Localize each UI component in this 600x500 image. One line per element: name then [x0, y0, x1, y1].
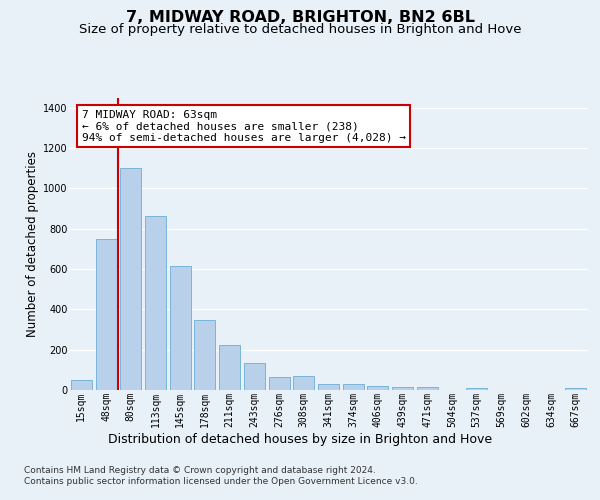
Bar — [293, 376, 314, 390]
Text: 7, MIDWAY ROAD, BRIGHTON, BN2 6BL: 7, MIDWAY ROAD, BRIGHTON, BN2 6BL — [125, 10, 475, 25]
Bar — [367, 386, 388, 390]
Bar — [71, 380, 92, 390]
Bar — [417, 387, 438, 390]
Text: Size of property relative to detached houses in Brighton and Hove: Size of property relative to detached ho… — [79, 22, 521, 36]
Text: Distribution of detached houses by size in Brighton and Hove: Distribution of detached houses by size … — [108, 432, 492, 446]
Bar — [318, 384, 339, 390]
Text: 7 MIDWAY ROAD: 63sqm
← 6% of detached houses are smaller (238)
94% of semi-detac: 7 MIDWAY ROAD: 63sqm ← 6% of detached ho… — [82, 110, 406, 143]
Text: Contains HM Land Registry data © Crown copyright and database right 2024.: Contains HM Land Registry data © Crown c… — [24, 466, 376, 475]
Bar — [194, 320, 215, 390]
Bar — [120, 168, 141, 390]
Bar — [392, 387, 413, 390]
Bar — [269, 377, 290, 390]
Bar — [170, 266, 191, 390]
Text: Contains public sector information licensed under the Open Government Licence v3: Contains public sector information licen… — [24, 478, 418, 486]
Bar — [244, 363, 265, 390]
Bar — [466, 388, 487, 390]
Bar — [145, 216, 166, 390]
Bar — [565, 388, 586, 390]
Y-axis label: Number of detached properties: Number of detached properties — [26, 151, 39, 337]
Bar — [219, 344, 240, 390]
Bar — [343, 384, 364, 390]
Bar — [95, 238, 116, 390]
